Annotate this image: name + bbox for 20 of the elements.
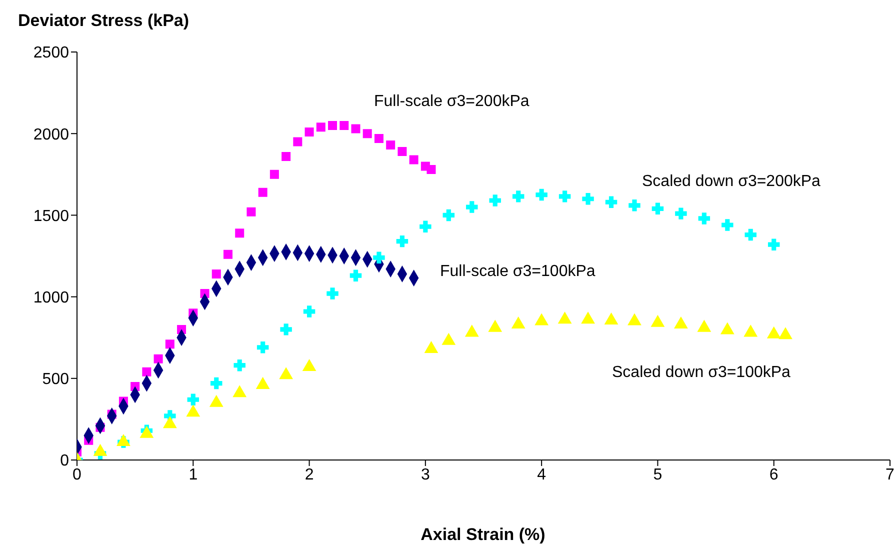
- y-tick-label: 0: [60, 452, 70, 470]
- x-tick-label: 1: [188, 466, 198, 484]
- x-tick-label: 2: [304, 466, 314, 484]
- x-tick-label: 6: [769, 466, 778, 484]
- y-tick-label: 2000: [33, 126, 70, 144]
- x-tick-label: 3: [420, 466, 430, 484]
- x-tick-label: 4: [537, 466, 546, 484]
- y-tick-label: 2500: [33, 44, 70, 62]
- y-axis-title: Deviator Stress (kPa): [18, 11, 190, 30]
- series-label: Scaled down σ3=100kPa: [612, 364, 791, 381]
- y-tick-label: 1500: [33, 208, 70, 225]
- series-label: Full-scale σ3=100kPa: [440, 263, 596, 280]
- series-label: Full-scale σ3=200kPa: [374, 93, 530, 110]
- series-label: Scaled down σ3=200kPa: [642, 173, 821, 190]
- x-axis-title: Axial Strain (%): [420, 525, 546, 544]
- y-tick-label: 1000: [33, 289, 70, 306]
- x-tick-label: 0: [72, 466, 82, 484]
- x-tick-label: 7: [886, 466, 895, 484]
- x-tick-label: 5: [653, 466, 662, 484]
- y-tick-label: 500: [42, 371, 70, 388]
